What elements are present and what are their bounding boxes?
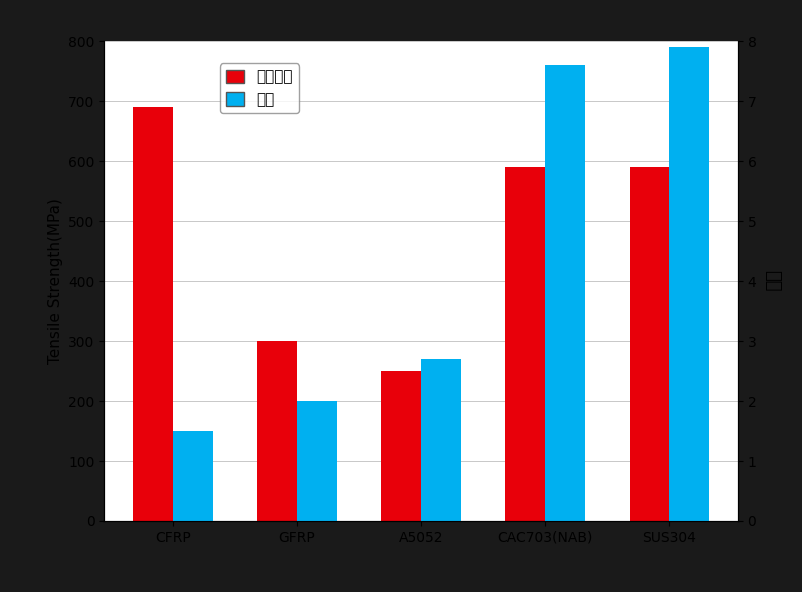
Bar — [421, 359, 461, 521]
Bar — [257, 341, 297, 521]
Bar — [545, 65, 585, 521]
Bar — [133, 107, 172, 521]
Bar — [297, 401, 337, 521]
Bar — [505, 168, 545, 521]
Bar — [630, 168, 670, 521]
Bar — [381, 371, 421, 521]
Y-axis label: Tensile Strength(MPa): Tensile Strength(MPa) — [47, 198, 63, 364]
Bar — [670, 47, 709, 521]
Y-axis label: 比重: 比重 — [764, 271, 781, 292]
Legend: 引張強さ, 比重: 引張強さ, 比重 — [220, 63, 299, 114]
Bar — [172, 431, 213, 521]
